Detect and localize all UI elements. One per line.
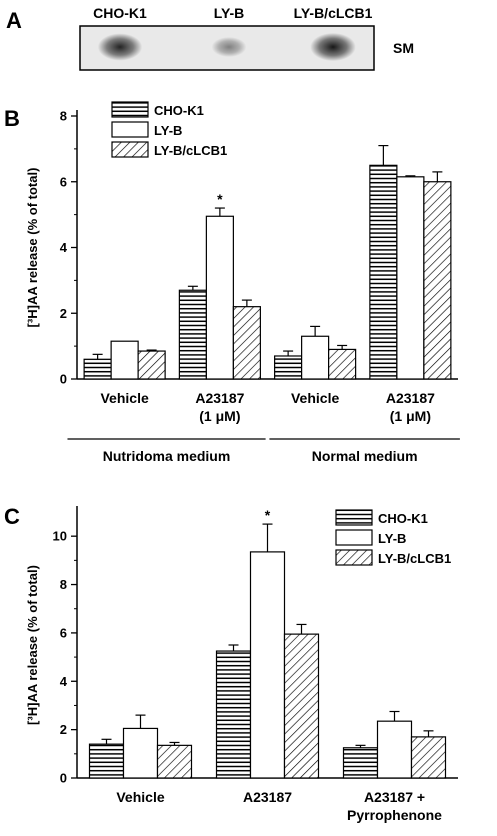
lane-label-ly-b: LY-B [214,5,245,21]
y-axis-label: [³H]AA release (% of total) [25,168,40,328]
panel-letter-a: A [6,8,22,33]
bar-ly-b [110,340,139,380]
bar-ly-b-clcb1 [328,348,357,380]
bar-ly-b-clcb1 [283,633,320,779]
bar-ly-b [122,727,159,779]
significance-marker: * [265,507,271,523]
legend-swatch-ly-b-clcb1 [335,549,373,566]
panel-letter-b: B [4,106,20,131]
x-tick-label: A23187 [386,390,435,406]
bar-ly-b [301,335,330,380]
bar-ly-b [249,551,286,779]
legend-swatch-cho-k1 [111,101,149,118]
chart-b: 0 2 4 6 8 [³H]AA release (% of total) Vehicle A… [25,101,460,464]
legend-label-ly-b: LY-B [378,531,406,546]
y-axis-label: [³H]AA release (% of total) [25,565,40,725]
bar-ly-b-clcb1 [232,306,261,380]
significance-marker: * [217,191,223,207]
bar-ly-b-clcb1 [137,350,166,380]
band-label-sm: SM [393,40,414,56]
legend-label-ly-b: LY-B [154,123,182,138]
bar-ly-b [396,176,425,380]
y-tick-label: 2 [60,722,67,737]
legend-label-ly-b-clcb1: LY-B/cLCB1 [378,551,451,566]
bar-ly-b [376,720,413,779]
y-tick-label: 0 [60,771,67,786]
x-tick-label: Vehicle [291,390,339,406]
bar-cho-k1 [215,650,252,779]
bar-cho-k1 [369,164,398,380]
legend-swatch-ly-b-clcb1 [111,141,149,158]
legend-swatch-ly-b [335,529,373,546]
bar-ly-b-clcb1 [156,744,193,779]
bar-cho-k1 [178,289,207,380]
legend-swatch-ly-b [111,121,149,138]
x-tick-label: A23187 [243,789,292,805]
x-tick-label: A23187 [195,390,244,406]
x-tick-label: A23187 + [364,789,425,805]
blot-band-cho-k1 [97,33,143,61]
panel-letter-c: C [4,504,20,529]
group-label-normal-medium: Normal medium [312,448,418,464]
legend-label-ly-b-clcb1: LY-B/cLCB1 [154,143,227,158]
blot-band-ly-b-clcb1 [310,32,356,62]
panel-a-blot: A CHO-K1 LY-B LY-B/cLCB1 SM [6,5,414,71]
x-tick-label: Vehicle [116,789,164,805]
y-tick-label: 10 [53,529,67,544]
bar-cho-k1 [342,747,379,779]
group-label-nutridoma-medium: Nutridoma medium [103,448,231,464]
bar-ly-b-clcb1 [410,736,447,779]
x-tick-label: (1 μM) [390,408,431,424]
chart-c: 0 2 4 6 8 10 [³H]AA release (% of total) Vehicl… [25,506,458,823]
y-tick-label: 0 [60,372,67,387]
x-tick-label: Pyrrophenone [347,807,442,823]
y-tick-label: 6 [60,625,67,640]
y-tick-label: 2 [60,306,67,321]
legend-label-cho-k1: CHO-K1 [154,103,204,118]
y-tick-label: 4 [60,240,68,255]
bar-cho-k1 [274,355,303,380]
y-tick-label: 4 [60,674,68,689]
blot-band-ly-b [211,36,247,58]
lane-label-cho-k1: CHO-K1 [93,5,147,21]
bar-ly-b-clcb1 [423,181,452,380]
y-tick-label: 6 [60,174,67,189]
legend-label-cho-k1: CHO-K1 [378,511,428,526]
bar-cho-k1 [83,358,112,380]
legend-swatch-cho-k1 [335,509,373,526]
lane-label-ly-b-clcb1: LY-B/cLCB1 [294,5,373,21]
y-tick-label: 8 [60,577,67,592]
x-tick-label: (1 μM) [199,408,240,424]
bar-cho-k1 [88,743,125,779]
y-tick-label: 8 [60,109,67,124]
bar-ly-b [205,215,234,380]
x-tick-label: Vehicle [100,390,148,406]
